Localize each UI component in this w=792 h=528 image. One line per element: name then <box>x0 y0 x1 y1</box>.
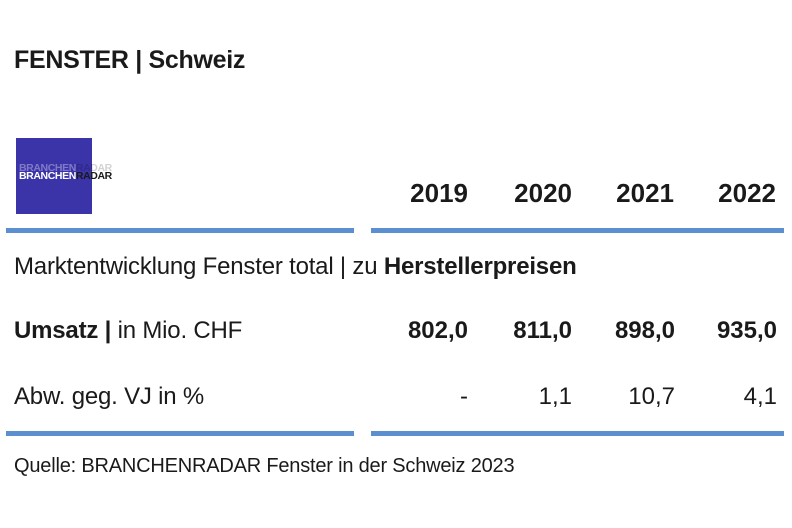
header-rule-right <box>371 228 784 233</box>
table-subtitle: Marktentwicklung Fenster total | zu Hers… <box>14 253 577 281</box>
row-label-abweichung-text: Abw. geg. VJ in % <box>14 383 205 410</box>
year-header-2022: 2022 <box>718 178 776 208</box>
source-note: Quelle: BRANCHENRADAR Fenster in der Sch… <box>14 455 515 477</box>
year-header-2019: 2019 <box>410 178 468 208</box>
abweichung-2019: - <box>460 383 468 410</box>
abweichung-2022: 4,1 <box>743 383 777 410</box>
abweichung-2021: 10,7 <box>628 383 675 410</box>
row-label-umsatz-bold: Umsatz | <box>14 317 112 344</box>
year-header-2021: 2021 <box>616 178 674 208</box>
row-label-umsatz-unit: in Mio. CHF <box>111 317 243 344</box>
abweichung-2020: 1,1 <box>538 383 572 410</box>
umsatz-2022: 935,0 <box>716 317 777 344</box>
logo-text-part2: RADAR <box>75 170 112 182</box>
umsatz-2019: 802,0 <box>407 317 468 344</box>
logo-text-part1: BRANCHEN <box>19 170 76 182</box>
subtitle-bold: Herstellerpreisen <box>383 253 577 280</box>
footer-rule-left <box>6 431 354 436</box>
row-label-umsatz: Umsatz | in Mio. CHF <box>14 317 242 345</box>
header-rule-left <box>6 228 354 233</box>
chart-title: FENSTER | Schweiz <box>14 46 246 74</box>
subtitle-plain: Marktentwicklung Fenster total | zu <box>14 253 384 280</box>
year-header-2020: 2020 <box>514 178 572 208</box>
logo-text: BRANCHENRADAR <box>19 170 112 182</box>
umsatz-2020: 811,0 <box>513 317 572 344</box>
footer-rule-right <box>371 431 784 436</box>
umsatz-2021: 898,0 <box>614 317 675 344</box>
branchenradar-logo: BRANCHENRADAR BRANCHENRADAR <box>16 138 112 214</box>
row-label-abweichung: Abw. geg. VJ in % <box>14 383 204 411</box>
